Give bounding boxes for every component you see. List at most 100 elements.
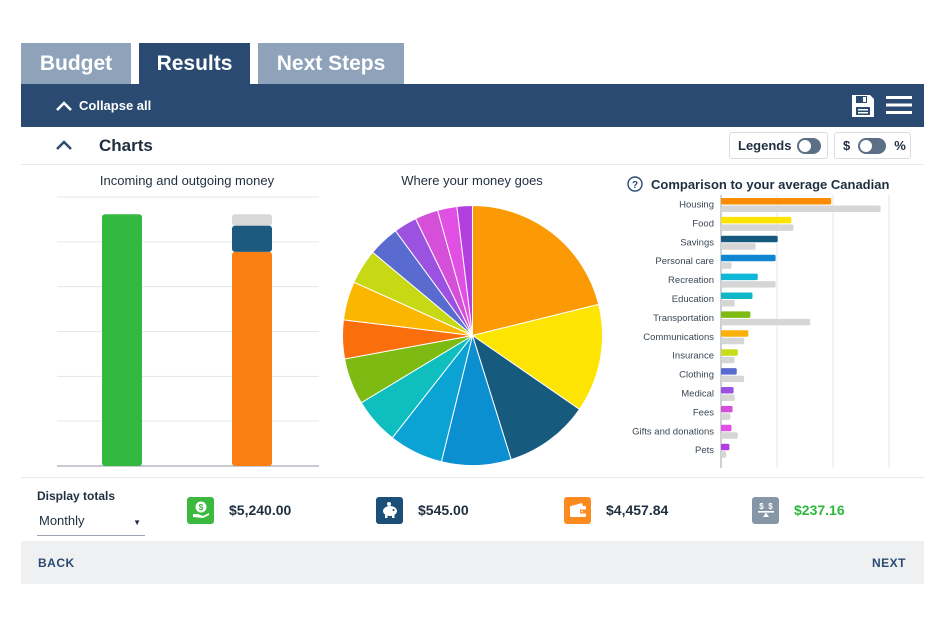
footer-nav: BACK NEXT — [21, 541, 924, 584]
bar-incoming-segment-0[interactable] — [102, 214, 142, 466]
average-bar-6[interactable] — [721, 318, 811, 326]
total-balance-value: $237.16 — [794, 502, 845, 518]
category-label: Transportation — [653, 313, 714, 324]
tab-budget[interactable]: Budget — [21, 43, 131, 84]
unit-toggle-group: $ % — [834, 132, 911, 159]
category-label: Fees — [693, 407, 714, 418]
tab-results[interactable]: Results — [139, 43, 250, 84]
category-label: Recreation — [668, 275, 714, 286]
menu-icon[interactable] — [886, 94, 912, 116]
comparison-chart: Housing Food Savings Personal care Recreatio… — [632, 195, 890, 468]
average-bar-1[interactable] — [721, 224, 794, 231]
average-bar-7[interactable] — [721, 337, 745, 345]
collapse-all-button[interactable]: Collapse all — [55, 84, 151, 127]
total-balance: $ $ $237.16 — [752, 495, 845, 525]
tab-next-steps[interactable]: Next Steps — [258, 43, 404, 84]
chevron-up-icon — [56, 100, 72, 111]
category-label: Housing — [679, 200, 714, 211]
svg-text:$: $ — [768, 502, 773, 511]
average-bar-3[interactable] — [721, 262, 732, 269]
category-label: Personal care — [655, 256, 714, 267]
average-bar-2[interactable] — [721, 243, 756, 250]
your-bar-4[interactable] — [721, 273, 758, 281]
average-bar-11[interactable] — [721, 413, 731, 420]
bar-outgoing-segment-2[interactable] — [232, 214, 272, 226]
next-button[interactable]: NEXT — [871, 555, 906, 570]
total-income-value: $5,240.00 — [229, 502, 292, 518]
average-bar-4[interactable] — [721, 281, 776, 288]
category-label: Pets — [695, 445, 714, 456]
category-label: Medical — [681, 389, 714, 400]
unit-toggle[interactable] — [858, 137, 887, 154]
svg-text:?: ? — [632, 180, 638, 191]
category-label: Education — [672, 294, 714, 305]
legends-label: Legends — [738, 138, 792, 153]
header-bar: Collapse all — [21, 84, 924, 127]
charts-title: Charts — [99, 136, 153, 155]
bar-outgoing-segment-1[interactable] — [232, 225, 272, 252]
your-bar-7[interactable] — [721, 330, 749, 337]
question-circle-icon[interactable]: ? — [627, 176, 643, 192]
your-bar-12[interactable] — [721, 424, 732, 432]
your-bar-10[interactable] — [721, 387, 734, 394]
legends-toggle[interactable] — [797, 137, 821, 154]
charts-section-header: Charts Legends $ % — [21, 127, 924, 165]
tab-bar: Budget Results Next Steps — [21, 43, 924, 84]
category-label: Food — [692, 218, 714, 229]
pie-slice-1[interactable] — [471, 303, 603, 411]
average-bar-13[interactable] — [721, 451, 727, 458]
average-bar-10[interactable] — [721, 394, 735, 402]
average-bar-9[interactable] — [721, 375, 745, 383]
collapse-all-label: Collapse all — [79, 98, 152, 113]
your-bar-6[interactable] — [721, 311, 751, 318]
comparison-chart-title: Comparison to your average Canadian — [651, 176, 890, 192]
category-label: Insurance — [672, 351, 714, 362]
income-outgoing-chart — [57, 196, 319, 467]
category-label: Clothing — [679, 370, 714, 381]
average-bar-12[interactable] — [721, 432, 738, 439]
save-icon[interactable] — [850, 93, 876, 119]
comparison-title-row: ? Comparison to your average Canadian — [627, 175, 897, 193]
your-bar-13[interactable] — [721, 443, 730, 451]
svg-text:$: $ — [759, 502, 764, 511]
period-select[interactable]: Monthly ▼ — [37, 511, 145, 536]
chevron-down-icon: ▼ — [133, 518, 141, 527]
your-bar-5[interactable] — [721, 292, 753, 300]
svg-text:$: $ — [198, 502, 203, 512]
your-bar-1[interactable] — [721, 216, 792, 224]
period-value: Monthly — [39, 513, 85, 528]
pie-chart-title: Where your money goes — [401, 173, 543, 188]
total-savings-value: $545.00 — [418, 502, 469, 518]
your-bar-11[interactable] — [721, 405, 733, 413]
total-savings: $545.00 — [376, 495, 469, 525]
category-label: Gifts and donations — [632, 426, 714, 437]
bar-outgoing-segment-0[interactable] — [232, 251, 272, 466]
dollar-label: $ — [843, 138, 851, 153]
pie-slice-0[interactable] — [472, 204, 600, 337]
category-label: Savings — [680, 237, 714, 248]
percent-label: % — [894, 138, 906, 153]
pie-slice-2[interactable] — [471, 334, 581, 461]
average-bar-0[interactable] — [721, 205, 881, 213]
total-expenses: $4,457.84 — [564, 495, 668, 525]
spending-pie-chart — [342, 204, 603, 466]
piggy-bank-icon — [376, 496, 403, 524]
income-chart-title: Incoming and outgoing money — [99, 173, 275, 188]
average-bar-5[interactable] — [721, 300, 735, 307]
wallet-icon — [564, 496, 591, 524]
collapse-charts-chevron-icon[interactable] — [55, 139, 73, 151]
average-bar-8[interactable] — [721, 356, 735, 364]
your-bar-9[interactable] — [721, 368, 737, 375]
your-bar-3[interactable] — [721, 254, 776, 262]
your-bar-8[interactable] — [721, 349, 738, 356]
your-bar-2[interactable] — [721, 235, 778, 243]
total-income: $ $5,240.00 — [187, 495, 291, 525]
your-bar-0[interactable] — [721, 198, 832, 205]
pie-slice-14[interactable] — [456, 204, 473, 336]
back-button[interactable]: BACK — [38, 555, 75, 570]
total-expenses-value: $4,457.84 — [606, 502, 669, 518]
balance-scale-icon: $ $ — [752, 496, 779, 524]
hand-money-icon: $ — [187, 496, 214, 524]
display-totals-label: Display totals — [37, 489, 116, 503]
